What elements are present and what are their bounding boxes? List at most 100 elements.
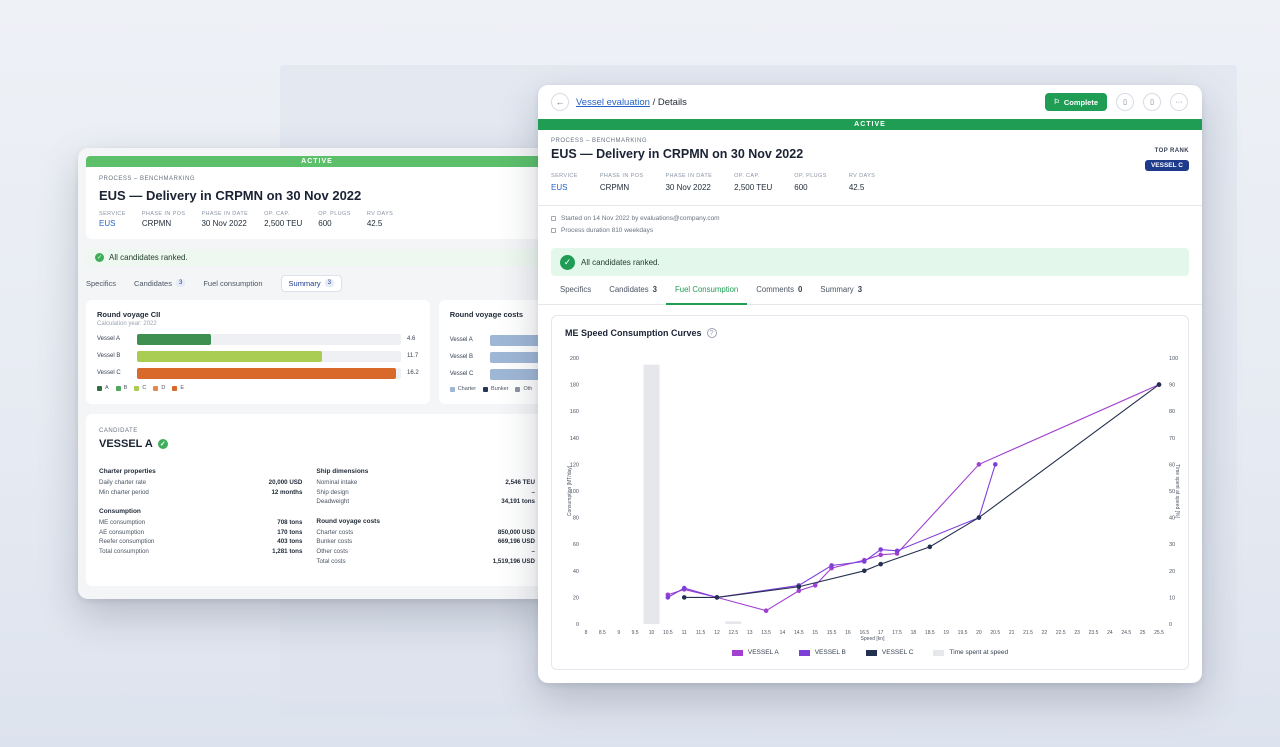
legend-item: VESSEL C xyxy=(865,649,913,656)
legend-swatch xyxy=(134,385,140,391)
copy-icon[interactable]: ▯ xyxy=(1116,93,1134,111)
bar-row: Vessel B 11.7 xyxy=(97,350,419,362)
property-row: Total consumption 1,281 tons xyxy=(99,548,302,558)
candidate-card: CANDIDATE VESSEL A ✓ Charter properties … xyxy=(86,414,548,586)
status-bar: ACTIVE xyxy=(538,119,1202,130)
meta-label: PHASE IN POS xyxy=(599,173,644,179)
meta-item: PHASE IN POS CRPMN xyxy=(142,211,186,228)
meta-label: SERVICE xyxy=(551,173,578,179)
y-tick-label: 80 xyxy=(573,516,579,522)
arrow-left-icon[interactable]: ← xyxy=(551,93,569,111)
property-row: Nominal intake 2,546 TEU xyxy=(316,479,535,489)
y2-tick-label: 60 xyxy=(1169,462,1175,468)
property-name: Reefer consumption xyxy=(99,538,155,546)
costs-heading: Round voyage costs xyxy=(316,517,380,525)
property-row: Other costs – xyxy=(316,548,535,558)
tab-label: Specifics xyxy=(86,278,117,288)
legend-item: C xyxy=(134,385,146,391)
legend-label: A xyxy=(105,385,109,391)
tab-specifics[interactable]: Specifics xyxy=(86,279,116,288)
property-value: 1,281 tons xyxy=(272,547,303,555)
x-tick-label: 16 xyxy=(845,630,851,636)
y2-tick-label: 30 xyxy=(1169,542,1175,548)
bar-label: Vessel A xyxy=(97,336,121,342)
legend-label: Charter xyxy=(457,386,477,392)
tab-summary[interactable]: Summary 3 xyxy=(280,274,342,292)
property-name: Nominal intake xyxy=(316,479,358,486)
document-icon[interactable]: ▯ xyxy=(1143,93,1161,111)
legend-label: B xyxy=(123,385,128,391)
series-line-vessel-c xyxy=(684,384,1160,598)
property-row: AE consumption 170 tons xyxy=(99,529,302,539)
x-tick-label: 16.5 xyxy=(859,630,869,636)
help-icon[interactable]: ? xyxy=(706,328,717,338)
tab-candidates[interactable]: Candidates 3 xyxy=(134,279,186,288)
complete-button[interactable]: ⚐ Complete xyxy=(1044,93,1107,111)
tab-comments[interactable]: Comments 0 xyxy=(747,285,811,305)
cii-legend: A B C D E xyxy=(97,385,419,391)
bar-track xyxy=(489,368,546,380)
data-point xyxy=(714,595,720,600)
meta-label: OP. PLUGS xyxy=(794,173,827,179)
tab-fuel-consumption[interactable]: Fuel consumption xyxy=(203,279,262,288)
series-line-vessel-b xyxy=(667,464,996,598)
meta-value[interactable]: EUS xyxy=(551,183,568,192)
y2-tick-label: 70 xyxy=(1169,436,1175,442)
data-point xyxy=(878,561,883,567)
bar-value: 4.6 xyxy=(407,336,416,342)
bar-fill xyxy=(137,333,211,345)
tab-candidates[interactable]: Candidates 3 xyxy=(600,285,666,305)
bar-row: Vessel B xyxy=(450,351,546,363)
y-tick-label: 100 xyxy=(570,489,579,495)
x-tick-label: 18 xyxy=(911,630,917,636)
legend-label: E xyxy=(180,385,184,391)
property-name: Bunker costs xyxy=(316,538,353,546)
x-tick-label: 20.5 xyxy=(990,630,1000,636)
bar-value: 11.7 xyxy=(407,353,419,359)
tab-summary[interactable]: Summary 3 xyxy=(811,285,871,305)
dims-heading: Ship dimensions xyxy=(316,468,369,475)
legend-swatch xyxy=(97,385,102,391)
bar-fill xyxy=(489,334,541,346)
meta-value: 2,500 TEU xyxy=(264,219,303,228)
tab-specifics[interactable]: Specifics xyxy=(551,285,600,305)
bar-label: Vessel C xyxy=(449,371,474,377)
property-value: 403 tons xyxy=(277,538,303,546)
property-value: – xyxy=(531,488,535,496)
data-point xyxy=(763,608,769,613)
legend-swatch xyxy=(115,385,121,391)
tab-fuel-consumption[interactable]: Fuel Consumption xyxy=(666,285,748,305)
property-name: AE consumption xyxy=(99,528,145,536)
cii-bars: Vessel A 4.6 Vessel B 11.7 Vessel C 16.2 xyxy=(97,333,419,379)
legend-label: VESSEL B xyxy=(814,649,846,656)
chart-title: ME Speed Consumption Curves ? xyxy=(565,328,717,338)
data-point xyxy=(812,583,818,588)
x-tick-label: 19.5 xyxy=(958,630,968,636)
legend-item: Bunker xyxy=(483,386,508,392)
tab-bar: Specifics Candidates 3 Fuel consumption Summ… xyxy=(86,274,548,292)
breadcrumb-link[interactable]: Vessel evaluation xyxy=(576,96,650,108)
x-tick-label: 24.5 xyxy=(1121,630,1131,636)
ranked-notice: ✓ All candidates ranked. xyxy=(551,248,1189,276)
ranked-text: All candidates ranked. xyxy=(109,253,188,262)
meta-value[interactable]: EUS xyxy=(99,219,116,228)
legend-item: E xyxy=(172,385,184,391)
consumption-heading: Consumption xyxy=(99,508,141,516)
property-row: Ship design – xyxy=(316,489,535,499)
page-title: EUS — Delivery in CRPMN on 30 Nov 2022 xyxy=(551,147,804,161)
duration-line: Process duration 810 weekdays xyxy=(551,224,1189,236)
legend-item: VESSEL A xyxy=(731,649,779,656)
legend-swatch xyxy=(153,385,159,391)
property-value: 669,196 USD xyxy=(497,538,535,546)
candidate-name: VESSEL A ✓ xyxy=(99,438,535,450)
ranked-notice: ✓ All candidates ranked. xyxy=(86,249,548,266)
data-point xyxy=(927,544,933,550)
meta-item: SERVICE EUS xyxy=(551,173,578,192)
time-spent-bar xyxy=(643,364,660,624)
more-icon[interactable]: ··· xyxy=(1170,93,1188,111)
props-right: Ship dimensions Nominal intake 2,546 TEU S… xyxy=(316,466,535,567)
bar-fill xyxy=(489,368,541,380)
tab-count: 3 xyxy=(857,285,863,294)
legend-label: Time spent at speed xyxy=(949,649,1009,656)
legend-swatch xyxy=(933,649,945,656)
